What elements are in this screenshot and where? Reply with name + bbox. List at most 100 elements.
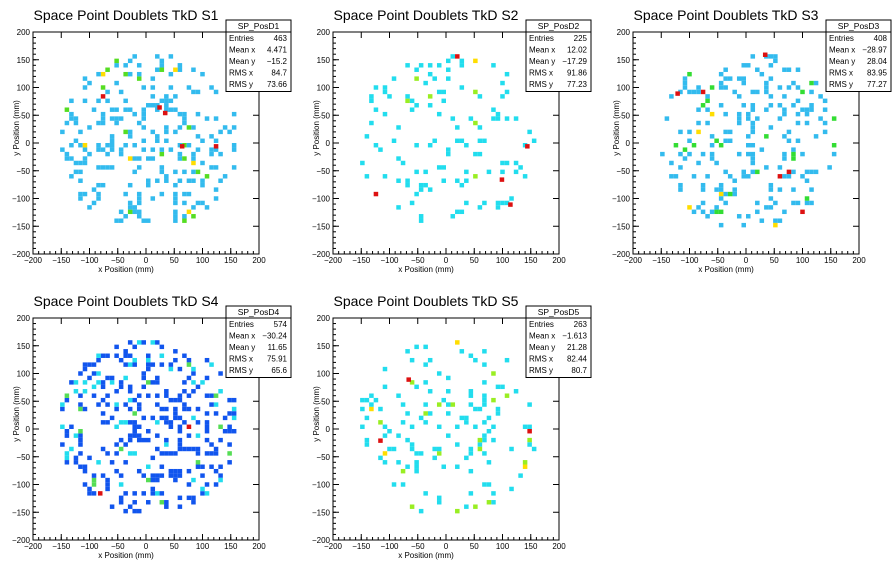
heatmap-cell: [123, 107, 128, 112]
heatmap-cell: [477, 442, 483, 447]
heatmap-cell: [182, 406, 187, 412]
heatmap-cell: [123, 508, 128, 514]
heatmap-cell: [118, 482, 124, 487]
heatmap-cell: [136, 406, 142, 412]
heatmap-cell: [91, 187, 97, 192]
heatmap-cell: [473, 151, 478, 157]
heatmap-cell: [222, 174, 228, 179]
heatmap-cell: [73, 380, 79, 385]
heatmap-cell: [69, 156, 74, 161]
heatmap-cell: [146, 182, 151, 188]
x-axis-label: x Position (mm): [398, 265, 454, 274]
heatmap-cell: [213, 446, 219, 452]
y-tick-label: 0: [26, 425, 31, 434]
heatmap-cell: [123, 191, 128, 197]
heatmap-cell: [795, 111, 801, 117]
heatmap-cell: [150, 129, 156, 135]
heatmap-cell: [486, 429, 492, 434]
heatmap-cell: [155, 393, 160, 398]
heatmap-cell: [73, 169, 79, 175]
heatmap-cell: [518, 473, 523, 478]
heatmap-cell: [164, 103, 169, 108]
heatmap-cell: [432, 446, 437, 452]
heatmap-cell: [114, 63, 119, 68]
heatmap-cell: [164, 125, 169, 130]
heatmap-cell: [400, 468, 406, 474]
heatmap-cell: [531, 446, 537, 452]
heatmap-cell: [127, 134, 133, 139]
heatmap-cell: [513, 389, 519, 394]
stats-box: SP_PosD3 Entries 408 Mean x −28.97 Mean y 28.0…: [825, 19, 892, 92]
heatmap-cell: [687, 89, 692, 95]
heatmap-cell: [136, 196, 142, 201]
heatmap-cell: [436, 111, 442, 117]
heatmap-cell: [141, 107, 146, 112]
heatmap-cell: [364, 415, 370, 421]
y-tick-label: −100: [312, 195, 331, 204]
heatmap-cell: [105, 375, 110, 381]
heatmap-cell: [409, 98, 415, 104]
heatmap-cell: [195, 147, 201, 152]
x-tick-label: 150: [224, 542, 238, 551]
heatmap-cell: [127, 353, 133, 358]
y-tick-label: −100: [612, 195, 631, 204]
y-tick-label: 100: [617, 84, 631, 93]
heatmap-cell: [423, 182, 428, 188]
heatmap-cell: [186, 468, 192, 474]
heatmap-cell: [396, 205, 401, 210]
heatmap-cell: [682, 156, 688, 161]
heatmap-cell: [522, 424, 528, 429]
heatmap-cell: [127, 406, 133, 412]
y-tick-label: 150: [317, 342, 331, 351]
heatmap-cell: [69, 174, 74, 179]
heatmap-cell: [455, 178, 460, 183]
heatmap-cell: [114, 451, 119, 456]
heatmap-cell: [168, 71, 174, 77]
y-axis-label: y Position (mm): [312, 100, 321, 156]
heatmap-cell: [82, 406, 88, 412]
heatmap-cell: [69, 380, 74, 385]
heatmap-cell: [418, 63, 424, 68]
heatmap-cell-max: [213, 144, 219, 149]
heatmap-cell: [441, 178, 446, 183]
heatmap-cell: [791, 151, 796, 157]
heatmap-cell: [527, 442, 532, 447]
heatmap-cell: [82, 366, 88, 372]
heatmap-cell: [191, 415, 196, 421]
heatmap-cell: [200, 473, 205, 478]
heatmap-cell: [177, 156, 183, 161]
heatmap-cell: [468, 468, 474, 474]
heatmap-cell: [218, 151, 223, 157]
heatmap-cell: [446, 389, 451, 394]
x-tick-label: 50: [770, 256, 779, 265]
heatmap-cell: [132, 205, 137, 210]
y-tick-label: −150: [312, 508, 331, 517]
plot-panel-2: Space Point Doublets TkD S2−200 −150 −100−…: [312, 7, 592, 274]
heatmap-cell: [100, 147, 106, 152]
heatmap-cell: [155, 67, 160, 72]
heatmap-cell: [459, 63, 465, 68]
heatmap-cell: [773, 222, 778, 228]
heatmap-cell: [768, 76, 774, 81]
heatmap-cell: [477, 138, 483, 143]
heatmap-cell: [414, 76, 419, 81]
heatmap-cell: [118, 89, 124, 95]
heatmap-cell: [159, 353, 165, 358]
heatmap-cell: [141, 384, 146, 390]
heatmap-cell: [150, 473, 156, 478]
y-tick-label: 0: [326, 139, 331, 148]
heatmap-cell: [396, 460, 401, 465]
heatmap-cell: [432, 76, 437, 81]
heatmap-cell: [150, 477, 156, 483]
heatmap-cell: [450, 116, 456, 121]
y-tick-label: −100: [12, 481, 31, 490]
heatmap-cell: [127, 182, 133, 188]
heatmap-cell: [468, 389, 474, 394]
heatmap-cell: [491, 437, 496, 443]
y-tick-label: 100: [17, 84, 31, 93]
stats-value: 11.65: [268, 343, 288, 352]
heatmap-cell: [91, 491, 97, 496]
heatmap-cell: [709, 143, 715, 148]
heatmap-cell-max: [97, 491, 103, 496]
heatmap-cell: [436, 371, 442, 376]
